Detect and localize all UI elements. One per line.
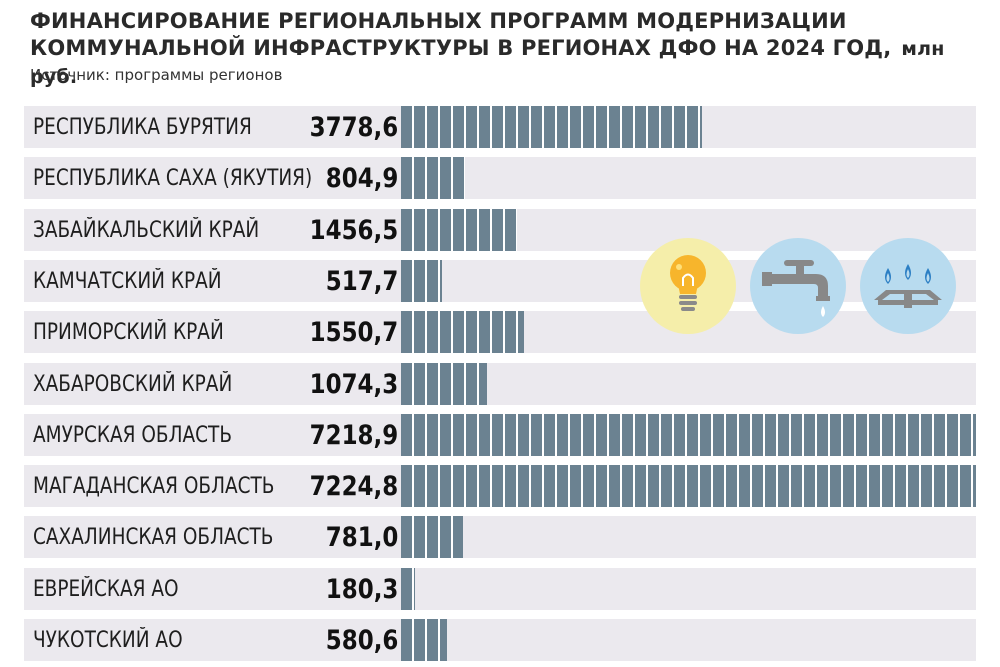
bar-row: ЕВРЕЙСКАЯ АО 180,3 xyxy=(24,567,976,610)
bar xyxy=(401,413,976,456)
bar xyxy=(401,106,702,148)
bar-row: ХАБАРОВСКИЙ КРАЙ 1074,3 xyxy=(24,362,976,405)
category-label: ПРИМОРСКИЙ КРАЙ xyxy=(33,320,224,346)
value-label: 1456,5 xyxy=(309,214,398,246)
value-label: 3778,6 xyxy=(309,112,398,143)
category-label: РЕСПУБЛИКА САХА (ЯКУТИЯ) xyxy=(33,166,313,192)
chart-unit: млн руб. xyxy=(30,38,945,88)
bar xyxy=(401,157,466,200)
bar xyxy=(401,516,464,559)
bar-row: АМУРСКАЯ ОБЛАСТЬ 7218,9 xyxy=(24,413,976,456)
category-label: ЧУКОТСКИЙ АО xyxy=(33,628,183,653)
value-label: 517,7 xyxy=(325,265,398,297)
category-label: ЗАБАЙКАЛЬСКИЙ КРАЙ xyxy=(33,217,260,243)
water-tap-icon xyxy=(750,238,846,334)
value-label: 7224,8 xyxy=(309,471,398,503)
category-label: МАГАДАНСКАЯ ОБЛАСТЬ xyxy=(33,474,275,500)
category-label: АМУРСКАЯ ОБЛАСТЬ xyxy=(33,422,233,448)
category-label: РЕСПУБЛИКА БУРЯТИЯ xyxy=(33,115,252,140)
category-label: КАМЧАТСКИЙ КРАЙ xyxy=(33,268,222,294)
bar xyxy=(401,208,517,251)
bar xyxy=(401,362,487,405)
gas-burner-icon xyxy=(860,238,956,334)
value-label: 1550,7 xyxy=(309,317,398,349)
value-label: 781,0 xyxy=(325,522,398,554)
chart-title-text: ФИНАНСИРОВАНИЕ РЕГИОНАЛЬНЫХ ПРОГРАММ МОД… xyxy=(30,9,892,60)
value-label: 580,6 xyxy=(325,625,398,656)
bar xyxy=(401,311,525,354)
value-label: 180,3 xyxy=(325,573,398,605)
value-label: 804,9 xyxy=(325,163,398,195)
bar xyxy=(401,567,416,610)
light-bulb-icon xyxy=(640,238,736,334)
utility-icons xyxy=(640,238,960,338)
bar xyxy=(401,619,448,661)
value-label: 1074,3 xyxy=(309,368,398,400)
value-label: 7218,9 xyxy=(309,419,398,451)
bar xyxy=(401,465,976,508)
bar-row: САХАЛИНСКАЯ ОБЛАСТЬ 781,0 xyxy=(24,516,976,559)
category-label: ЕВРЕЙСКАЯ АО xyxy=(33,576,179,602)
category-label: САХАЛИНСКАЯ ОБЛАСТЬ xyxy=(33,525,274,551)
chart-source: Источник: программы регионов xyxy=(30,66,283,84)
bar-row: РЕСПУБЛИКА БУРЯТИЯ 3778,6 xyxy=(24,106,976,148)
bar-row: РЕСПУБЛИКА САХА (ЯКУТИЯ) 804,9 xyxy=(24,157,976,200)
category-label: ХАБАРОВСКИЙ КРАЙ xyxy=(33,371,233,397)
bar-row: МАГАДАНСКАЯ ОБЛАСТЬ 7224,8 xyxy=(24,465,976,508)
bar xyxy=(401,259,443,302)
chart-title: ФИНАНСИРОВАНИЕ РЕГИОНАЛЬНЫХ ПРОГРАММ МОД… xyxy=(30,8,990,91)
bar-row: ЧУКОТСКИЙ АО 580,6 xyxy=(24,619,976,661)
